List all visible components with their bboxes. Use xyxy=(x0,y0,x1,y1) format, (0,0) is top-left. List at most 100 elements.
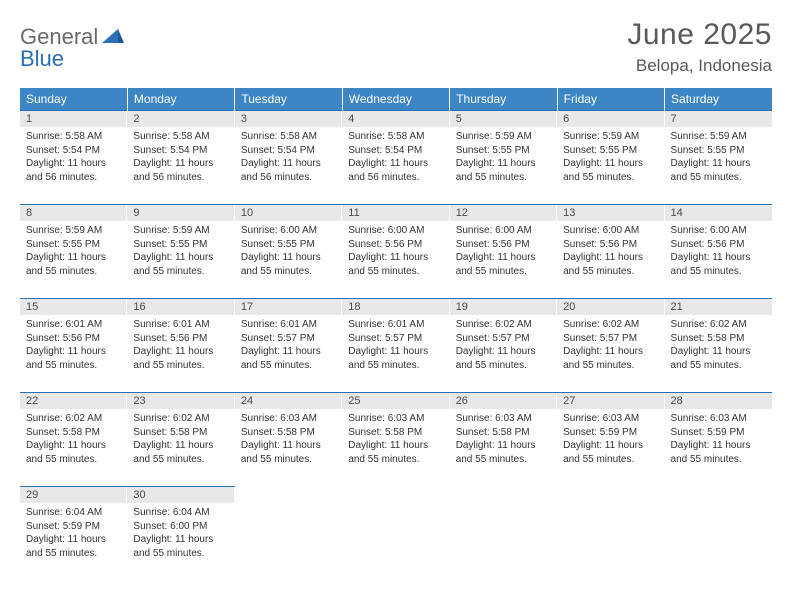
day-info: Sunrise: 6:04 AMSunset: 5:59 PMDaylight:… xyxy=(20,503,127,564)
day-number: 2 xyxy=(127,111,234,127)
sunset-line: Sunset: 5:57 PM xyxy=(563,332,658,346)
day-info: Sunrise: 6:00 AMSunset: 5:56 PMDaylight:… xyxy=(665,221,772,282)
sunrise-line: Sunrise: 6:00 AM xyxy=(563,224,658,238)
daylight-line: Daylight: 11 hours and 55 minutes. xyxy=(241,439,336,466)
day-number: 26 xyxy=(450,393,557,409)
daylight-line: Daylight: 11 hours and 55 minutes. xyxy=(241,345,336,372)
calendar-cell: 24Sunrise: 6:03 AMSunset: 5:58 PMDayligh… xyxy=(235,393,342,487)
daylight-line: Daylight: 11 hours and 55 minutes. xyxy=(348,251,443,278)
sunrise-line: Sunrise: 6:00 AM xyxy=(241,224,336,238)
calendar-cell: 17Sunrise: 6:01 AMSunset: 5:57 PMDayligh… xyxy=(235,299,342,393)
day-info: Sunrise: 6:01 AMSunset: 5:56 PMDaylight:… xyxy=(127,315,234,376)
daylight-line: Daylight: 11 hours and 55 minutes. xyxy=(563,345,658,372)
calendar-cell: 2Sunrise: 5:58 AMSunset: 5:54 PMDaylight… xyxy=(127,111,234,205)
daylight-line: Daylight: 11 hours and 55 minutes. xyxy=(456,157,551,184)
daylight-line: Daylight: 11 hours and 55 minutes. xyxy=(133,345,228,372)
day-info: Sunrise: 6:00 AMSunset: 5:56 PMDaylight:… xyxy=(450,221,557,282)
day-number: 27 xyxy=(557,393,664,409)
calendar-cell: 15Sunrise: 6:01 AMSunset: 5:56 PMDayligh… xyxy=(20,299,127,393)
day-info: Sunrise: 5:59 AMSunset: 5:55 PMDaylight:… xyxy=(127,221,234,282)
day-number: 30 xyxy=(127,487,234,503)
calendar-row: 1Sunrise: 5:58 AMSunset: 5:54 PMDaylight… xyxy=(20,111,772,205)
day-number: 20 xyxy=(557,299,664,315)
sunset-line: Sunset: 6:00 PM xyxy=(133,520,228,534)
day-number: 28 xyxy=(665,393,772,409)
calendar-header-row: Sunday Monday Tuesday Wednesday Thursday… xyxy=(20,88,772,111)
daylight-line: Daylight: 11 hours and 56 minutes. xyxy=(348,157,443,184)
day-number: 18 xyxy=(342,299,449,315)
weekday-header: Tuesday xyxy=(235,88,342,111)
daylight-line: Daylight: 11 hours and 55 minutes. xyxy=(241,251,336,278)
daylight-line: Daylight: 11 hours and 55 minutes. xyxy=(563,251,658,278)
day-info: Sunrise: 6:03 AMSunset: 5:58 PMDaylight:… xyxy=(235,409,342,470)
sunrise-line: Sunrise: 5:58 AM xyxy=(133,130,228,144)
sunrise-line: Sunrise: 6:04 AM xyxy=(26,506,121,520)
sunset-line: Sunset: 5:59 PM xyxy=(563,426,658,440)
day-info: Sunrise: 5:58 AMSunset: 5:54 PMDaylight:… xyxy=(235,127,342,188)
calendar-cell xyxy=(450,487,557,581)
calendar-cell: 10Sunrise: 6:00 AMSunset: 5:55 PMDayligh… xyxy=(235,205,342,299)
sunset-line: Sunset: 5:54 PM xyxy=(241,144,336,158)
calendar-cell: 4Sunrise: 5:58 AMSunset: 5:54 PMDaylight… xyxy=(342,111,449,205)
day-info: Sunrise: 6:02 AMSunset: 5:58 PMDaylight:… xyxy=(127,409,234,470)
sunrise-line: Sunrise: 6:03 AM xyxy=(456,412,551,426)
day-number: 4 xyxy=(342,111,449,127)
day-number: 22 xyxy=(20,393,127,409)
sunrise-line: Sunrise: 6:03 AM xyxy=(563,412,658,426)
sunrise-line: Sunrise: 5:59 AM xyxy=(133,224,228,238)
day-number: 25 xyxy=(342,393,449,409)
calendar-row: 8Sunrise: 5:59 AMSunset: 5:55 PMDaylight… xyxy=(20,205,772,299)
day-number: 24 xyxy=(235,393,342,409)
sunrise-line: Sunrise: 5:59 AM xyxy=(563,130,658,144)
sunrise-line: Sunrise: 6:03 AM xyxy=(241,412,336,426)
sunrise-line: Sunrise: 6:01 AM xyxy=(26,318,121,332)
sunset-line: Sunset: 5:56 PM xyxy=(26,332,121,346)
day-info: Sunrise: 6:04 AMSunset: 6:00 PMDaylight:… xyxy=(127,503,234,564)
sunrise-line: Sunrise: 6:02 AM xyxy=(456,318,551,332)
calendar-cell: 26Sunrise: 6:03 AMSunset: 5:58 PMDayligh… xyxy=(450,393,557,487)
calendar-cell: 28Sunrise: 6:03 AMSunset: 5:59 PMDayligh… xyxy=(665,393,772,487)
calendar-table: Sunday Monday Tuesday Wednesday Thursday… xyxy=(20,88,772,581)
day-info: Sunrise: 6:01 AMSunset: 5:57 PMDaylight:… xyxy=(342,315,449,376)
sunrise-line: Sunrise: 6:00 AM xyxy=(456,224,551,238)
day-info: Sunrise: 5:59 AMSunset: 5:55 PMDaylight:… xyxy=(665,127,772,188)
calendar-row: 29Sunrise: 6:04 AMSunset: 5:59 PMDayligh… xyxy=(20,487,772,581)
day-info: Sunrise: 5:58 AMSunset: 5:54 PMDaylight:… xyxy=(342,127,449,188)
sunset-line: Sunset: 5:58 PM xyxy=(456,426,551,440)
day-info: Sunrise: 6:02 AMSunset: 5:58 PMDaylight:… xyxy=(20,409,127,470)
calendar-cell: 8Sunrise: 5:59 AMSunset: 5:55 PMDaylight… xyxy=(20,205,127,299)
weekday-header: Wednesday xyxy=(342,88,449,111)
title-block: June 2025 Belopa, Indonesia xyxy=(627,18,772,76)
weekday-header: Thursday xyxy=(450,88,557,111)
sunset-line: Sunset: 5:57 PM xyxy=(241,332,336,346)
day-number: 23 xyxy=(127,393,234,409)
daylight-line: Daylight: 11 hours and 55 minutes. xyxy=(26,533,121,560)
sunset-line: Sunset: 5:56 PM xyxy=(671,238,766,252)
day-number: 14 xyxy=(665,205,772,221)
sunrise-line: Sunrise: 5:59 AM xyxy=(671,130,766,144)
calendar-cell: 23Sunrise: 6:02 AMSunset: 5:58 PMDayligh… xyxy=(127,393,234,487)
sunset-line: Sunset: 5:55 PM xyxy=(563,144,658,158)
sunrise-line: Sunrise: 6:00 AM xyxy=(348,224,443,238)
daylight-line: Daylight: 11 hours and 55 minutes. xyxy=(563,157,658,184)
sunrise-line: Sunrise: 6:01 AM xyxy=(133,318,228,332)
day-number: 7 xyxy=(665,111,772,127)
daylight-line: Daylight: 11 hours and 55 minutes. xyxy=(456,251,551,278)
day-info: Sunrise: 6:03 AMSunset: 5:59 PMDaylight:… xyxy=(557,409,664,470)
daylight-line: Daylight: 11 hours and 55 minutes. xyxy=(563,439,658,466)
daylight-line: Daylight: 11 hours and 56 minutes. xyxy=(26,157,121,184)
sunset-line: Sunset: 5:58 PM xyxy=(671,332,766,346)
sunset-line: Sunset: 5:57 PM xyxy=(348,332,443,346)
sunrise-line: Sunrise: 5:59 AM xyxy=(456,130,551,144)
sunset-line: Sunset: 5:55 PM xyxy=(456,144,551,158)
daylight-line: Daylight: 11 hours and 55 minutes. xyxy=(456,345,551,372)
calendar-cell xyxy=(342,487,449,581)
calendar-cell: 6Sunrise: 5:59 AMSunset: 5:55 PMDaylight… xyxy=(557,111,664,205)
day-info: Sunrise: 5:59 AMSunset: 5:55 PMDaylight:… xyxy=(20,221,127,282)
calendar-cell: 14Sunrise: 6:00 AMSunset: 5:56 PMDayligh… xyxy=(665,205,772,299)
calendar-cell: 3Sunrise: 5:58 AMSunset: 5:54 PMDaylight… xyxy=(235,111,342,205)
sunset-line: Sunset: 5:58 PM xyxy=(26,426,121,440)
calendar-cell: 9Sunrise: 5:59 AMSunset: 5:55 PMDaylight… xyxy=(127,205,234,299)
daylight-line: Daylight: 11 hours and 55 minutes. xyxy=(133,251,228,278)
sunset-line: Sunset: 5:57 PM xyxy=(456,332,551,346)
